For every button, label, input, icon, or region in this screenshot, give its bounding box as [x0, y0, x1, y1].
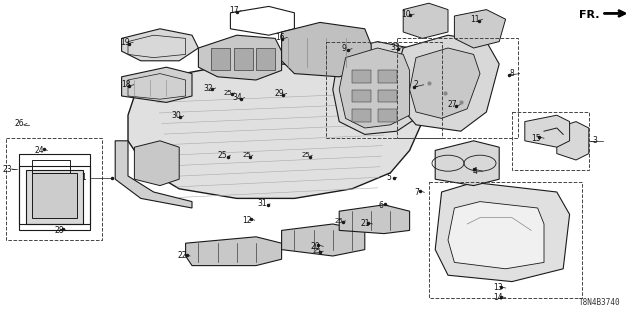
Text: 21: 21	[360, 220, 369, 228]
Polygon shape	[198, 35, 282, 80]
Polygon shape	[234, 48, 253, 70]
Text: 32: 32	[203, 84, 213, 92]
Polygon shape	[134, 141, 179, 186]
Polygon shape	[454, 10, 506, 48]
Polygon shape	[32, 173, 77, 218]
Text: 2: 2	[413, 80, 419, 89]
Polygon shape	[282, 22, 371, 77]
Polygon shape	[26, 170, 83, 224]
Polygon shape	[339, 48, 410, 128]
Polygon shape	[403, 3, 448, 38]
Text: 25: 25	[301, 152, 310, 158]
Text: 15: 15	[531, 134, 541, 143]
Text: 8: 8	[509, 69, 515, 78]
Text: 23: 23	[3, 165, 13, 174]
Text: 16: 16	[275, 33, 285, 42]
Polygon shape	[128, 64, 422, 198]
Text: 3: 3	[593, 136, 598, 145]
Text: 30: 30	[171, 111, 181, 120]
Text: 26: 26	[14, 119, 24, 128]
Polygon shape	[352, 70, 371, 83]
Text: 9: 9	[342, 44, 347, 53]
Bar	[326, 42, 442, 138]
Polygon shape	[525, 115, 570, 147]
Polygon shape	[448, 202, 544, 269]
Text: 11: 11	[470, 15, 479, 24]
Text: 25: 25	[218, 151, 228, 160]
Polygon shape	[352, 109, 371, 122]
Text: 28: 28	[54, 226, 63, 235]
Bar	[429, 182, 582, 298]
Text: FR.: FR.	[579, 10, 599, 20]
Text: 12: 12	[243, 216, 252, 225]
Text: 10: 10	[401, 10, 412, 19]
Text: 34: 34	[232, 93, 242, 102]
Polygon shape	[186, 237, 282, 266]
Text: 19: 19	[120, 38, 131, 47]
Polygon shape	[211, 48, 230, 70]
Text: 17: 17	[228, 6, 239, 15]
Text: 7: 7	[414, 188, 419, 197]
Text: 1: 1	[81, 173, 86, 182]
Polygon shape	[339, 205, 410, 234]
Text: 33: 33	[390, 43, 400, 52]
Text: 25: 25	[223, 90, 232, 96]
Polygon shape	[378, 109, 397, 122]
Text: 29: 29	[274, 89, 284, 98]
Polygon shape	[122, 29, 198, 61]
Text: 14: 14	[493, 293, 503, 302]
Text: 31: 31	[257, 199, 268, 208]
Text: 27: 27	[447, 100, 458, 109]
Text: 4: 4	[472, 167, 477, 176]
Polygon shape	[352, 90, 371, 102]
Text: 22: 22	[178, 252, 187, 260]
Polygon shape	[410, 48, 480, 118]
Bar	[512, 112, 589, 170]
Polygon shape	[115, 141, 192, 208]
Bar	[6, 138, 102, 240]
Polygon shape	[435, 141, 499, 186]
Polygon shape	[557, 122, 589, 160]
Text: 20: 20	[310, 242, 321, 251]
Text: 25: 25	[242, 152, 251, 158]
Polygon shape	[378, 90, 397, 102]
Text: T8N4B3740: T8N4B3740	[579, 298, 621, 307]
Text: 6: 6	[378, 201, 383, 210]
Polygon shape	[435, 182, 570, 282]
Text: 13: 13	[493, 284, 503, 292]
Text: 18: 18	[122, 80, 131, 89]
Text: 25: 25	[335, 218, 344, 224]
Text: 24: 24	[35, 146, 45, 155]
Text: 25: 25	[312, 248, 321, 254]
Polygon shape	[122, 67, 192, 102]
Polygon shape	[333, 42, 416, 134]
Bar	[397, 38, 518, 138]
Text: 5: 5	[387, 173, 392, 182]
Polygon shape	[282, 224, 365, 256]
Polygon shape	[256, 48, 275, 70]
Polygon shape	[397, 35, 499, 131]
Polygon shape	[378, 70, 397, 83]
